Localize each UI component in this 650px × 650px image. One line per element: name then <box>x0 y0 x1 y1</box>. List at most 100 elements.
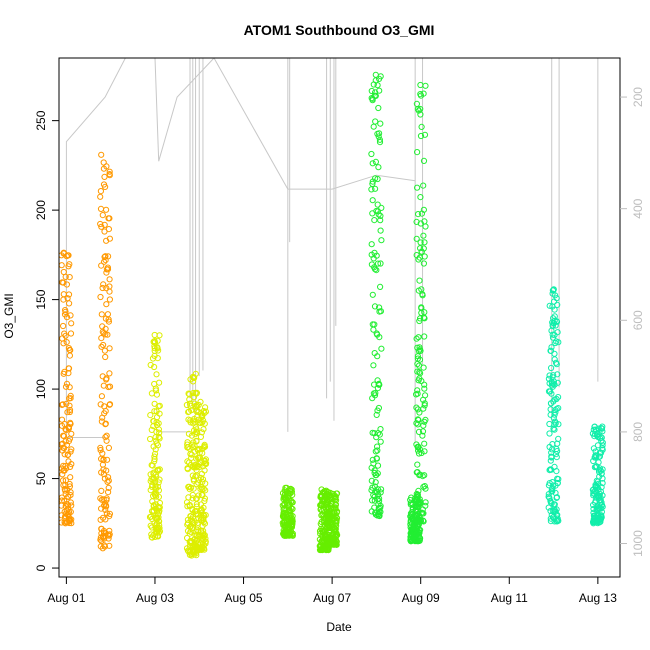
data-point <box>103 285 110 292</box>
data-point <box>370 460 377 467</box>
data-point <box>377 283 384 290</box>
data-point <box>105 226 113 233</box>
data-point <box>65 510 72 518</box>
data-point <box>550 315 557 322</box>
data-point <box>317 492 324 499</box>
data-point <box>414 106 421 113</box>
data-point <box>59 447 66 454</box>
data-point <box>371 392 379 399</box>
axes: Aug 01 Aug 03 Aug 05 Aug 07 Aug 09 Aug 11 Aug … <box>34 57 645 605</box>
data-point <box>332 494 339 501</box>
data-point <box>547 499 555 506</box>
data-point <box>62 438 69 445</box>
data-point <box>61 519 68 526</box>
data-point <box>286 532 293 539</box>
right-tick-label: 200 <box>631 87 645 107</box>
data-point <box>597 467 605 474</box>
data-point <box>421 402 428 409</box>
data-point <box>413 404 420 411</box>
data-point <box>103 269 110 276</box>
data-point <box>549 287 557 294</box>
data-point <box>421 333 428 340</box>
data-point <box>101 347 109 354</box>
x-tick-label: Aug 11 <box>491 591 528 605</box>
data-point <box>286 497 293 504</box>
data-point <box>327 489 334 496</box>
data-point <box>371 303 379 310</box>
data-point <box>375 164 382 171</box>
data-point <box>421 131 429 138</box>
data-point <box>546 430 553 437</box>
data-point <box>155 505 163 512</box>
data-point <box>59 441 65 448</box>
series-1 <box>146 331 210 559</box>
data-point <box>106 383 114 390</box>
y-axis: 0 50 100 150 200 250 <box>34 110 59 571</box>
data-point <box>418 123 425 131</box>
data-point <box>551 306 558 313</box>
data-point <box>191 442 198 449</box>
data-point <box>317 542 324 549</box>
data-point <box>151 331 158 339</box>
data-point <box>416 514 423 521</box>
data-point <box>370 81 377 88</box>
data-point <box>548 344 555 351</box>
data-point <box>324 513 331 520</box>
data-point <box>377 212 384 219</box>
data-point <box>60 444 67 451</box>
data-point <box>552 489 559 496</box>
data-point <box>150 338 157 345</box>
data-point <box>374 82 381 89</box>
data-point <box>415 487 422 494</box>
data-point <box>156 435 163 442</box>
data-point <box>97 193 104 200</box>
data-point <box>201 467 208 474</box>
data-point <box>195 546 203 554</box>
data-point <box>103 510 111 517</box>
data-point <box>197 459 204 466</box>
data-point <box>152 482 159 489</box>
data-point <box>417 220 424 227</box>
data-point <box>62 383 70 390</box>
data-point <box>420 206 427 213</box>
data-point <box>65 458 72 465</box>
data-point <box>420 157 428 164</box>
data-point <box>418 309 425 316</box>
data-point <box>104 478 111 485</box>
data-point <box>591 464 599 471</box>
data-point <box>553 361 560 368</box>
data-point <box>554 379 561 386</box>
x-tick-label: Aug 13 <box>579 591 617 605</box>
x-tick-label: Aug 07 <box>313 591 351 605</box>
data-point <box>97 495 104 502</box>
data-point <box>184 521 191 528</box>
data-point <box>415 287 422 294</box>
data-point <box>418 305 425 312</box>
data-point <box>68 430 75 437</box>
data-point <box>100 534 107 541</box>
data-point <box>99 328 106 335</box>
data-point <box>198 506 205 513</box>
data-point <box>414 344 421 351</box>
data-point <box>592 426 599 433</box>
data-point <box>190 485 197 492</box>
data-point <box>417 105 424 113</box>
data-point <box>156 507 163 514</box>
data-point <box>152 387 160 394</box>
data-point <box>414 469 421 476</box>
data-point <box>370 123 377 130</box>
data-point <box>98 487 105 494</box>
data-point <box>200 426 207 433</box>
data-point <box>60 462 67 469</box>
data-point <box>63 281 71 288</box>
data-point <box>552 407 559 414</box>
x-axis: Aug 01 Aug 03 Aug 05 Aug 07 Aug 09 Aug 11 Aug … <box>47 576 617 605</box>
data-point <box>105 253 112 260</box>
data-point <box>369 197 376 204</box>
data-point <box>553 338 560 345</box>
data-point <box>377 438 384 445</box>
data-point <box>147 487 154 494</box>
data-point <box>66 408 74 416</box>
data-point <box>194 537 201 544</box>
